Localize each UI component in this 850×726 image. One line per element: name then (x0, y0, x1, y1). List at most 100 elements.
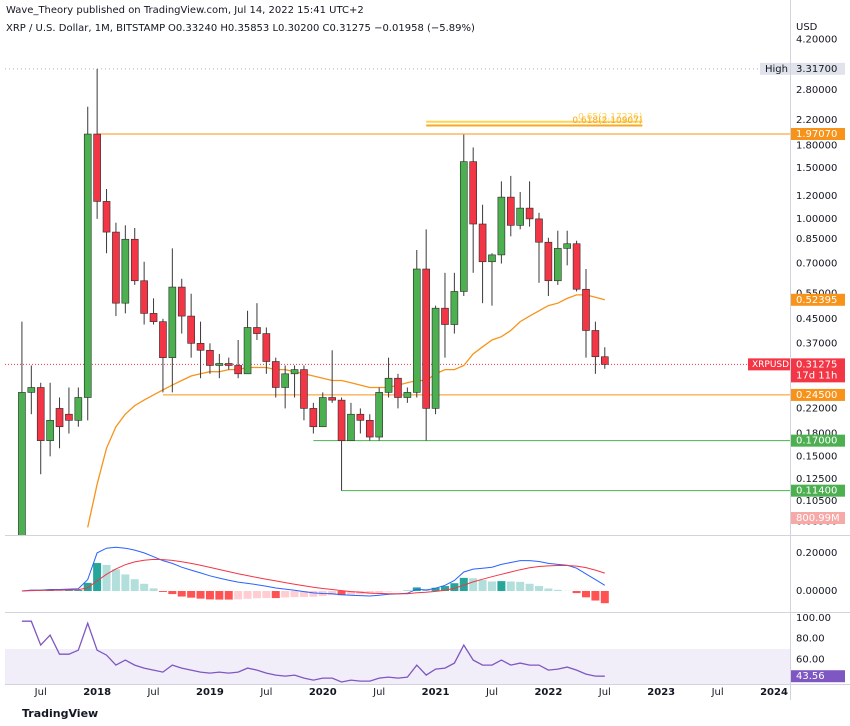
macd-histogram-bar (55, 590, 64, 592)
candle-body (384, 377, 393, 393)
macd-histogram-bar (215, 591, 224, 600)
candle-body (262, 333, 271, 362)
candle-body (525, 207, 534, 220)
candle-body (253, 327, 261, 334)
candle-body (478, 223, 487, 263)
macd-histogram-bar (187, 591, 196, 598)
ma-label-box (791, 293, 845, 306)
candle-body (149, 313, 158, 322)
y-tick-label: 0.00000 (796, 586, 837, 597)
x-tick-label: Jul (34, 687, 47, 698)
candle-body (196, 343, 205, 351)
candle-body (27, 387, 36, 393)
publisher: Wave_Theory published on TradingView.com… (6, 5, 364, 16)
macd-histogram-bar (130, 579, 139, 592)
candle-body (65, 413, 73, 421)
macd-histogram-bar (591, 591, 600, 601)
candle-body (497, 196, 506, 256)
candle-body (112, 231, 120, 304)
rsi-line (21, 620, 605, 683)
candle-body (83, 133, 92, 398)
y-tick-label: 2.20000 (796, 115, 837, 126)
candle-body (431, 307, 440, 409)
y-tick-label: 100.00 (796, 613, 831, 624)
candle-body (46, 420, 54, 441)
candle-body (563, 243, 571, 249)
axes: 4.20000 2.80000 2.20000 1.80000 1.50000 1.200… (34, 34, 845, 698)
macd-histogram-bar (271, 591, 280, 599)
x-tick-label: 2023 (647, 687, 675, 698)
footer-logo: TradingView (22, 707, 98, 720)
candle-body (224, 363, 233, 366)
macd-histogram-bar (346, 591, 355, 595)
macd-histogram-bar (328, 591, 337, 596)
rsi-label-box (791, 670, 845, 683)
candle-body (516, 207, 524, 226)
candle-body (403, 392, 412, 398)
level-tag: High (765, 64, 788, 75)
macd-histogram-bar (140, 583, 149, 592)
y-tick-label: 0.37000 (796, 338, 837, 349)
candle-body (591, 330, 600, 358)
macd-histogram-bar (149, 588, 158, 592)
macd-histogram-bar (450, 583, 459, 592)
x-tick-label: Jul (711, 687, 724, 698)
candle-body (469, 161, 477, 225)
macd-histogram-bar (525, 583, 534, 592)
candle-body (441, 307, 449, 325)
candle-body (356, 413, 365, 421)
y-tick-label: 0.18000 (796, 429, 837, 440)
macd-histogram-bar (234, 591, 243, 600)
x-tick-label: Jul (485, 687, 498, 698)
macd-histogram-bar (64, 590, 73, 592)
macd-histogram-bar (299, 591, 308, 597)
candle-body (337, 399, 346, 441)
signal-line (21, 558, 605, 595)
candle-body (328, 397, 336, 401)
x-tick-label: 2019 (196, 687, 224, 698)
candle-body (215, 363, 224, 366)
y-tick-label: 0.22000 (796, 403, 837, 414)
macd-histogram-bar (168, 591, 177, 595)
candle-body (600, 356, 609, 365)
candle-body (93, 133, 101, 202)
candle-body (506, 196, 515, 226)
macd-histogram-bar (177, 591, 186, 597)
rsi-band (5, 649, 790, 684)
macd-pane (21, 546, 609, 604)
candle-body (318, 397, 327, 428)
macd-histogram-bar (224, 591, 233, 600)
candle-body (159, 321, 167, 358)
macd-histogram-bar (600, 591, 609, 604)
macd-histogram-bar (553, 589, 562, 592)
macd-histogram-bar (93, 563, 102, 592)
y-tick-label: 0.85000 (796, 234, 837, 245)
y-tick-label: 0.15000 (796, 451, 837, 462)
rsi-label: 43.56 (796, 671, 825, 682)
candle-body (271, 361, 280, 388)
level-label: 3.31700 (796, 64, 837, 75)
y-tick-label: 0.10500 (796, 496, 837, 507)
y-tick-label: 1.80000 (796, 140, 837, 151)
candle-body (177, 286, 186, 317)
macd-histogram-bar (469, 578, 478, 592)
candle-body (553, 248, 562, 282)
candle-body (55, 408, 64, 428)
candle-body (450, 291, 459, 325)
macd-histogram-bar (281, 591, 290, 598)
x-tick-label: Jul (598, 687, 611, 698)
candle-body (121, 238, 130, 304)
macd-histogram-bar (459, 577, 468, 592)
macd-histogram-bar (506, 581, 515, 592)
countdown: 17d 11h (796, 370, 837, 381)
volume-label-box (791, 512, 845, 524)
macd-histogram-bar (534, 586, 543, 592)
candle-body (347, 413, 355, 441)
candle-body (365, 420, 374, 438)
macd-histogram-bar (581, 591, 590, 598)
macd-histogram-bar (158, 591, 167, 592)
candle-body (572, 243, 581, 290)
x-tick-label: 2020 (309, 687, 337, 698)
level-label-box (791, 484, 845, 497)
